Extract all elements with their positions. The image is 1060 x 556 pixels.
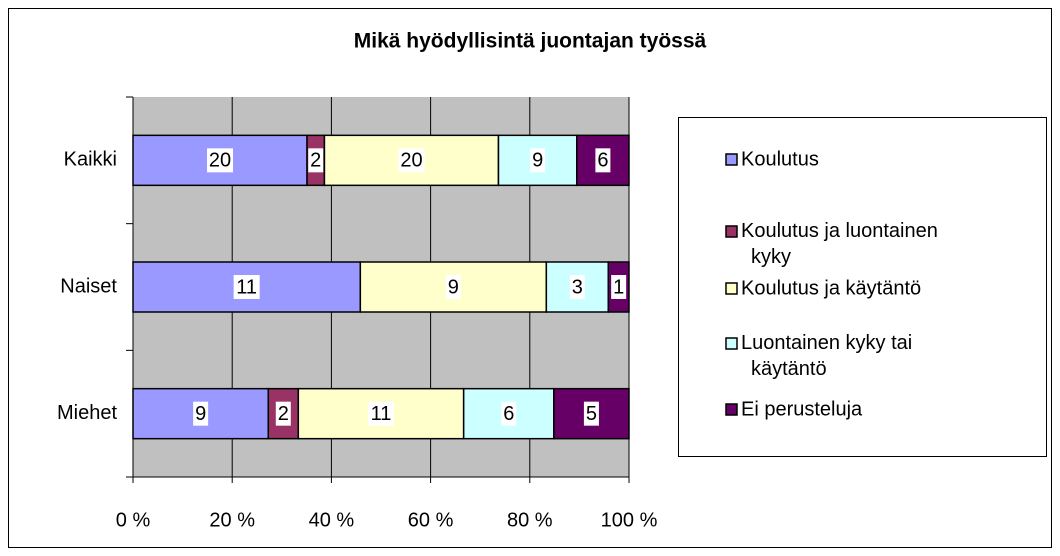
data-label-bg bbox=[398, 148, 425, 173]
data-label: 2 bbox=[278, 403, 289, 425]
data-label: 1 bbox=[613, 276, 624, 298]
legend-label: Luontainen kyky tai käytäntö bbox=[741, 332, 912, 380]
data-label-bg bbox=[569, 275, 585, 299]
data-label-bg bbox=[501, 401, 517, 426]
data-label-bg bbox=[233, 275, 260, 299]
data-label-bg bbox=[530, 148, 546, 173]
y-tick-label: Kaikki bbox=[64, 149, 117, 171]
data-label-bg bbox=[308, 148, 324, 173]
data-label: 20 bbox=[400, 150, 422, 172]
data-label: 11 bbox=[371, 403, 392, 425]
data-label-bg bbox=[583, 401, 599, 426]
x-tick-label: 0 % bbox=[116, 509, 151, 531]
bar-segment bbox=[267, 387, 300, 440]
data-label: 9 bbox=[195, 403, 206, 425]
legend-label: Koulutus ja käytäntö bbox=[741, 277, 921, 299]
data-label-bg bbox=[611, 275, 627, 299]
legend-label: Koulutus bbox=[741, 148, 819, 170]
x-tick-label: 60 % bbox=[408, 509, 454, 531]
data-label: 11 bbox=[236, 276, 257, 298]
x-tick-label: 80 % bbox=[507, 509, 553, 531]
data-label: 5 bbox=[586, 403, 597, 425]
data-label-bg bbox=[193, 401, 209, 426]
legend-swatch bbox=[725, 225, 738, 238]
data-label-bg bbox=[445, 275, 461, 299]
data-label-bg bbox=[368, 401, 394, 426]
data-label-bg bbox=[275, 401, 291, 426]
legend-swatch bbox=[725, 282, 738, 295]
data-label-bg bbox=[207, 148, 234, 173]
data-label: 9 bbox=[448, 276, 459, 298]
x-tick-label: 40 % bbox=[309, 509, 355, 531]
y-tick-label: Naiset bbox=[60, 275, 117, 297]
data-label: 6 bbox=[597, 150, 608, 172]
data-label: 2 bbox=[310, 150, 321, 172]
data-label: 6 bbox=[503, 403, 514, 425]
legend-swatch bbox=[725, 403, 738, 416]
data-label-bg bbox=[595, 148, 611, 173]
x-tick-label: 100 % bbox=[601, 509, 658, 531]
data-label: 20 bbox=[209, 150, 231, 172]
data-label: 3 bbox=[572, 276, 583, 298]
x-tick-label: 20 % bbox=[209, 509, 255, 531]
data-label: 9 bbox=[532, 150, 543, 172]
legend-label: Koulutus ja luontainen kyky bbox=[741, 220, 938, 268]
y-tick-label: Miehet bbox=[57, 402, 117, 424]
legend-swatch bbox=[725, 337, 738, 350]
legend bbox=[678, 117, 1047, 457]
bar-segment bbox=[132, 261, 362, 313]
legend-label: Ei perusteluja bbox=[741, 398, 863, 420]
legend-swatch bbox=[725, 153, 738, 166]
chart-title: Mikä hyödyllisintä juontajan työssä bbox=[354, 30, 707, 53]
